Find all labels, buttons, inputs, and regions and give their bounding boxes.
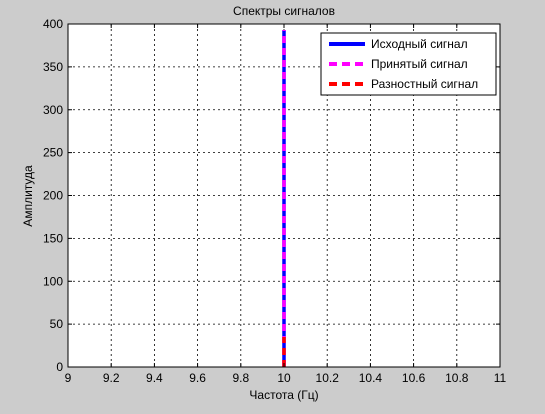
y-tick-label: 250 xyxy=(43,146,63,160)
y-tick-label: 0 xyxy=(56,360,63,374)
chart-title: Спектры сигналов xyxy=(233,4,335,18)
legend: Исходный сигнал Принятый сигнал Разностный… xyxy=(320,32,497,96)
y-tick-label: 100 xyxy=(43,274,63,288)
legend-label-3: Разностный сигнал xyxy=(371,77,478,91)
x-tick-label: 11 xyxy=(494,371,507,385)
x-tick-label: 9.4 xyxy=(146,371,163,385)
ticks: 9 9.2 9.4 9.6 9.8 10 10.2 10.4 10.6 10.8 11 0 50 100 1… xyxy=(43,17,507,385)
x-axis-label: Частота (Гц) xyxy=(249,388,318,402)
y-tick-label: 400 xyxy=(43,17,63,31)
y-tick-label: 150 xyxy=(43,231,63,245)
x-tick-label: 10.4 xyxy=(359,371,383,385)
x-tick-label: 10.8 xyxy=(445,371,469,385)
x-tick-label: 10 xyxy=(277,371,291,385)
x-tick-label: 9.6 xyxy=(189,371,206,385)
y-tick-label: 350 xyxy=(43,60,63,74)
x-tick-label: 9.2 xyxy=(103,371,120,385)
y-tick-label: 300 xyxy=(43,103,63,117)
legend-label-2: Принятый сигнал xyxy=(371,57,468,71)
x-tick-label: 10.6 xyxy=(402,371,426,385)
x-tick-label: 10.2 xyxy=(316,371,340,385)
x-tick-label: 9 xyxy=(65,371,72,385)
y-tick-label: 50 xyxy=(50,317,64,331)
y-tick-label: 200 xyxy=(43,189,63,203)
x-tick-label: 9.8 xyxy=(232,371,249,385)
y-axis-label: Амплитуда xyxy=(21,165,35,227)
legend-label-1: Исходный сигнал xyxy=(371,37,468,51)
